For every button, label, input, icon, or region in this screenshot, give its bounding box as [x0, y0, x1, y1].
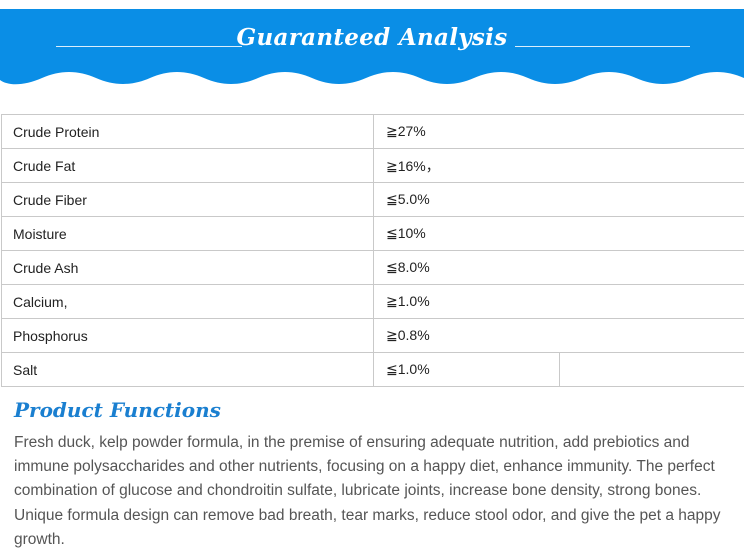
nutrient-name: Crude Fat	[1, 148, 374, 183]
product-functions-title: Product Functions	[14, 398, 221, 422]
analysis-table: Crude Protein ≧27% Crude Fat ≧16%， Crude Fib…	[1, 114, 744, 387]
empty-cell	[558, 352, 744, 387]
table-row: Crude Fat ≧16%，	[1, 148, 744, 183]
table-row: Crude Fiber ≦5.0%	[1, 182, 744, 217]
nutrient-value: ≧1.0%	[373, 284, 744, 319]
banner-divider-right	[515, 46, 690, 47]
table-row: Calcium, ≧1.0%	[1, 284, 744, 319]
nutrient-name: Phosphorus	[1, 318, 374, 353]
nutrient-name: Salt	[1, 352, 374, 387]
banner-divider-left	[56, 46, 242, 47]
nutrient-value: ≦1.0%	[373, 352, 560, 387]
product-functions-text: Fresh duck, kelp powder formula, in the …	[14, 434, 721, 548]
analysis-banner: Guaranteed Analysis	[0, 0, 744, 110]
nutrient-name: Crude Fiber	[1, 182, 374, 217]
nutrient-value: ≧27%	[373, 114, 744, 149]
nutrient-value: ≦8.0%	[373, 250, 744, 285]
nutrient-name: Moisture	[1, 216, 374, 251]
table-row: Crude Protein ≧27%	[1, 114, 744, 149]
nutrient-name: Crude Ash	[1, 250, 374, 285]
wave-banner-background	[0, 0, 744, 85]
nutrient-value: ≦10%	[373, 216, 744, 251]
nutrient-value: ≧16%，	[373, 148, 744, 183]
nutrient-name: Crude Protein	[1, 114, 374, 149]
table-row: Salt ≦1.0%	[1, 352, 744, 387]
table-row: Crude Ash ≦8.0%	[1, 250, 744, 285]
banner-title: Guaranteed Analysis	[236, 24, 508, 51]
table-row: Phosphorus ≧0.8%	[1, 318, 744, 353]
nutrient-value: ≧0.8%	[373, 318, 744, 353]
nutrient-value: ≦5.0%	[373, 182, 744, 217]
table-row: Moisture ≦10%	[1, 216, 744, 251]
nutrient-name: Calcium,	[1, 284, 374, 319]
